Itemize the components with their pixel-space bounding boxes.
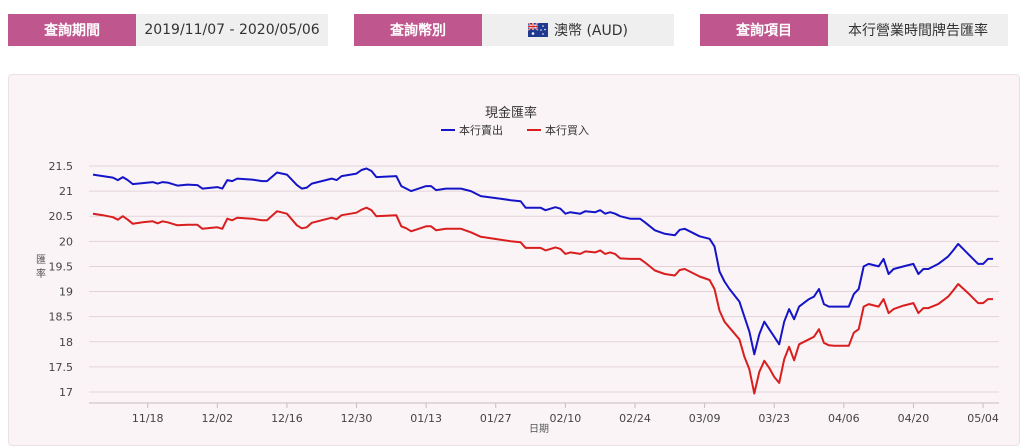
y-tick-label: 19.5 <box>49 260 74 273</box>
legend-item-buy[interactable]: 本行買入 <box>545 123 589 137</box>
exchange-rate-chart: 現金匯率 本行賣出 本行買入 17 17.5 18 18.5 19 19.5 20 20.5 21… <box>36 105 999 435</box>
x-tick-label: 02/24 <box>619 412 651 425</box>
chart-title: 現金匯率 <box>485 105 537 121</box>
x-tick-label: 03/09 <box>689 412 721 425</box>
x-tick-label: 04/06 <box>828 412 860 425</box>
x-tick-label: 05/04 <box>967 412 999 425</box>
chart-legend: 本行賣出 本行買入 <box>441 123 589 137</box>
y-tick-label: 21 <box>59 185 73 198</box>
x-tick-label: 12/02 <box>201 412 233 425</box>
query-currency-select[interactable]: 澳幣 (AUD) <box>482 14 674 46</box>
query-period: 查詢期間 2019/11/07 - 2020/05/06 <box>8 14 328 46</box>
x-tick-label: 01/13 <box>410 412 442 425</box>
query-period-value[interactable]: 2019/11/07 - 2020/05/06 <box>136 14 328 46</box>
query-currency-label: 查詢幣別 <box>354 14 482 46</box>
y-tick-label: 21.5 <box>49 160 74 173</box>
query-item-label: 查詢項目 <box>700 14 828 46</box>
y-axis-ticks: 17 17.5 18 18.5 19 19.5 20 20.5 21 21.5 <box>49 160 74 399</box>
query-item: 查詢項目 本行營業時間牌告匯率 <box>700 14 1008 46</box>
series-line-sell[interactable] <box>92 167 993 356</box>
legend-item-sell[interactable]: 本行賣出 <box>459 123 503 137</box>
x-tick-label: 01/27 <box>480 412 512 425</box>
chart-panel: 現金匯率 本行賣出 本行買入 17 17.5 18 18.5 19 19.5 20 20.5 21… <box>8 74 1020 446</box>
y-tick-label: 18.5 <box>49 311 74 324</box>
x-axis-label: 日期 <box>529 423 549 435</box>
series-line-buy[interactable] <box>92 206 993 395</box>
query-currency-value: 澳幣 (AUD) <box>554 23 628 39</box>
y-tick-label: 17.5 <box>49 361 74 374</box>
query-item-value[interactable]: 本行營業時間牌告匯率 <box>828 14 1008 46</box>
chart-grid <box>89 165 999 404</box>
x-axis-ticks: 11/18 12/02 12/16 12/30 01/13 01/27 02/10 02/24… <box>132 403 999 425</box>
y-axis-label: 匯率 <box>36 254 46 280</box>
y-tick-label: 18 <box>59 336 73 349</box>
x-tick-label: 12/16 <box>271 412 303 425</box>
query-currency: 查詢幣別 澳幣 (AUD) <box>354 14 674 46</box>
y-tick-label: 19 <box>59 286 73 299</box>
y-tick-label: 20 <box>59 235 73 248</box>
y-tick-label: 20.5 <box>49 210 74 223</box>
x-tick-label: 03/23 <box>758 412 790 425</box>
query-period-label: 查詢期間 <box>8 14 136 46</box>
x-tick-label: 02/10 <box>550 412 582 425</box>
y-tick-label: 17 <box>59 386 73 399</box>
x-tick-label: 04/20 <box>898 412 930 425</box>
chart-series <box>92 167 993 395</box>
x-tick-label: 12/30 <box>341 412 373 425</box>
x-tick-label: 11/18 <box>132 412 164 425</box>
australia-flag-icon <box>528 23 548 37</box>
